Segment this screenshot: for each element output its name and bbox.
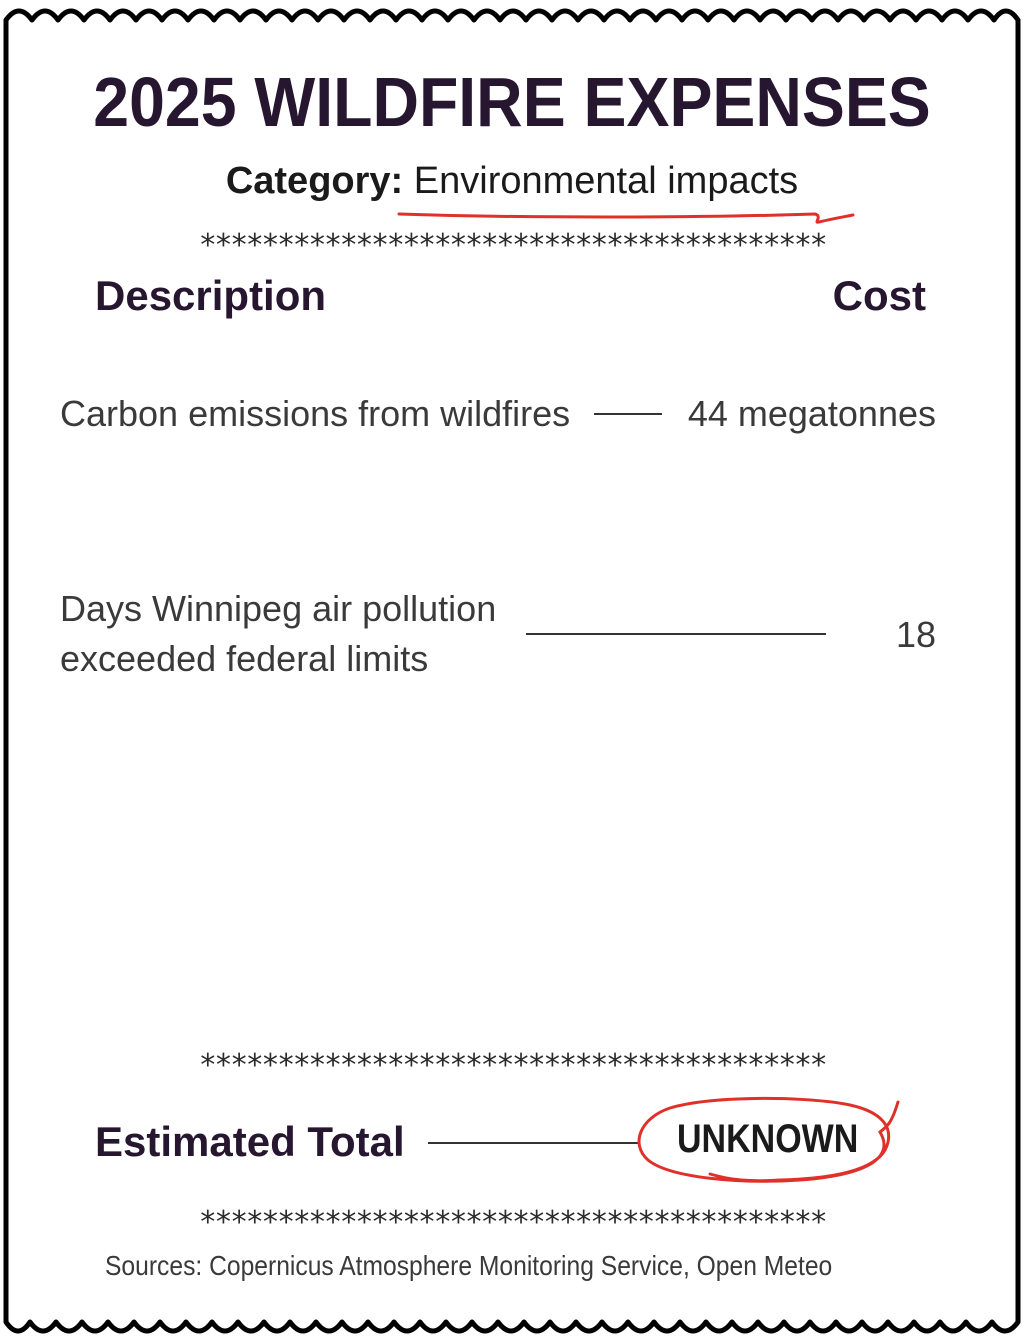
separator-middle: **************************************** [198, 1048, 828, 1083]
item-cost: 18 [895, 614, 936, 655]
item-description: Carbon emissions from wildfires [60, 393, 571, 434]
separator-bottom: **************************************** [198, 1205, 828, 1240]
category-label: Category: [225, 160, 404, 202]
item-cost: 44 megatonnes [687, 393, 936, 434]
column-header-cost: Cost [832, 272, 926, 319]
category-value: Environmental impacts [413, 160, 799, 202]
total-circle-mark [637, 1096, 900, 1183]
item-description-line-2: exceeded federal limits [60, 638, 429, 679]
item-description-line-1: Days Winnipeg air pollution [60, 588, 497, 629]
category-underline-mark [397, 212, 855, 224]
category-line: Category: Environmental impacts [0, 160, 1024, 203]
item-leader-line [594, 413, 662, 415]
separator-top: **************************************** [198, 228, 828, 263]
total-leader-line [428, 1142, 638, 1144]
total-label: Estimated Total [95, 1118, 405, 1165]
receipt-title: 2025 WILDFIRE EXPENSES [93, 63, 931, 141]
total-value: UNKNOWN [677, 1117, 859, 1161]
column-header-description: Description [95, 272, 327, 319]
sources-note: Sources: Copernicus Atmosphere Monitorin… [105, 1250, 833, 1281]
item-leader-line [526, 633, 826, 635]
